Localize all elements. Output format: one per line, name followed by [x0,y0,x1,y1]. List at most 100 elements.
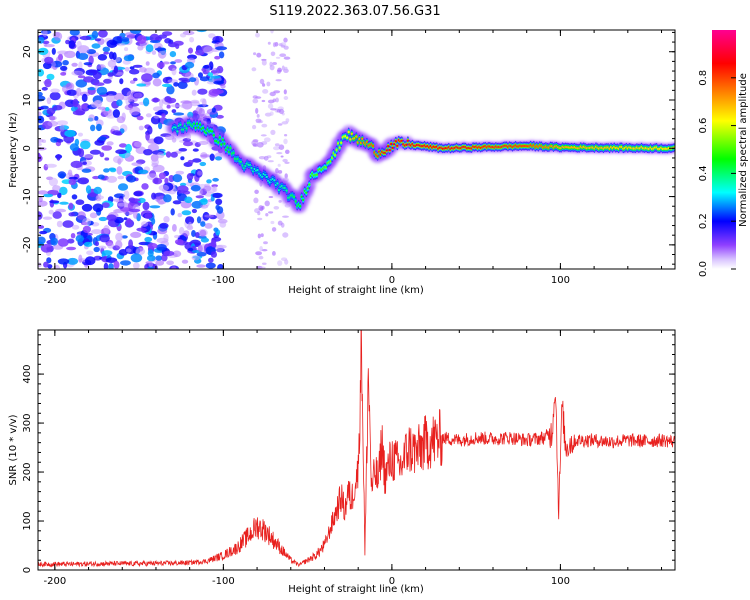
noise-blob [283,37,288,43]
x-tick-label: -200 [44,576,67,587]
noise-blob [80,140,91,150]
noise-blob [197,141,209,145]
noise-blob [178,148,188,152]
noise-blob [46,257,52,264]
noise-blob [180,103,189,109]
noise-blob [283,56,291,60]
ridge-dot [285,189,288,192]
noise-blob [38,147,47,151]
noise-blob [156,244,167,251]
ridge-dot [265,175,268,179]
noise-blob [144,236,153,243]
noise-blob [128,208,141,213]
noise-blob [254,189,259,194]
noise-blob [191,89,197,96]
noise-blob [152,177,163,185]
noise-blob [151,97,160,103]
noise-blob [277,123,283,126]
noise-blob [94,139,105,146]
ridge-dot [227,150,231,154]
noise-blob [75,87,82,97]
noise-blob [275,79,282,82]
noise-blob [83,62,93,66]
noise-blob [204,223,213,229]
snr-x-axis: -200 -100 0 100 [44,330,663,587]
ridge-dot [185,127,188,130]
noise-blob [285,149,290,154]
noise-blob [158,172,166,180]
noise-blob [158,200,165,205]
noise-blob [136,35,147,44]
noise-blob [163,216,170,223]
noise-blob [255,121,263,124]
noise-blob [49,91,61,101]
spectrogram-x-axis: -200 -100 0 100 [44,30,663,286]
noise-blob [120,260,131,266]
noise-blob [277,260,283,266]
noise-blob [183,141,193,147]
snr-panel: -200 -100 0 100 0 100 200 300 400 Height of str… [8,329,676,595]
noise-blob [191,230,196,237]
noise-blob [38,111,42,117]
noise-blob [103,78,112,84]
ridge-dot [396,144,399,147]
noise-blob [131,162,143,167]
noise-blob [106,141,114,146]
noise-blob [38,91,43,97]
noise-blob [112,130,122,136]
noise-blob [116,43,126,47]
ridge-dot [391,146,394,150]
snr-y-label: SNR (10 * v/v) [8,414,19,485]
colorbar-gradient [712,30,736,269]
noise-blob [163,194,172,203]
noise-blob [211,67,220,76]
snr-y-axis: 0 100 200 300 400 [22,334,675,573]
noise-blob [218,51,225,59]
noise-blob [123,217,128,221]
noise-blob [90,124,96,132]
noise-blob [191,200,203,209]
noise-blob [211,107,216,113]
noise-blob [284,66,288,71]
noise-blob [263,241,268,245]
noise-blob [277,69,282,72]
noise-blob [106,175,118,183]
ridge-dot [302,198,305,202]
y-tick-label: 0 [22,567,33,573]
ridge-dot [346,136,349,139]
noise-blob [151,192,157,200]
noise-blob [67,169,73,177]
noise-blob [215,114,224,119]
noise-blob [69,143,79,152]
noise-blob [258,255,264,260]
noise-blob [70,233,76,239]
noise-blob [212,185,218,193]
noise-blob [68,40,76,49]
noise-blob [253,52,257,56]
noise-blob [97,174,105,180]
noise-blob [105,257,118,264]
noise-blob [52,105,63,111]
noise-blob [44,56,54,64]
noise-blob [283,45,289,50]
noise-blob [180,100,192,104]
noise-blob [171,266,177,269]
noise-blob [169,51,177,58]
ridge-dot [336,142,340,145]
noise-blob [145,132,150,141]
noise-blob [117,202,126,207]
noise-blob [161,254,168,262]
noise-blob [57,258,70,265]
noise-blob [266,81,271,87]
noise-blob [56,220,63,228]
noise-blob [47,120,58,127]
ridge-dot [324,166,328,169]
colorbar-axis: 0.0 0.2 0.4 0.6 0.8 [698,70,736,277]
noise-blob [133,141,143,148]
noise-blob [52,185,61,192]
noise-blob [124,67,130,72]
noise-blob [101,202,110,209]
noise-blob [116,99,123,107]
snr-x-label: Height of straight line (km) [288,584,424,595]
